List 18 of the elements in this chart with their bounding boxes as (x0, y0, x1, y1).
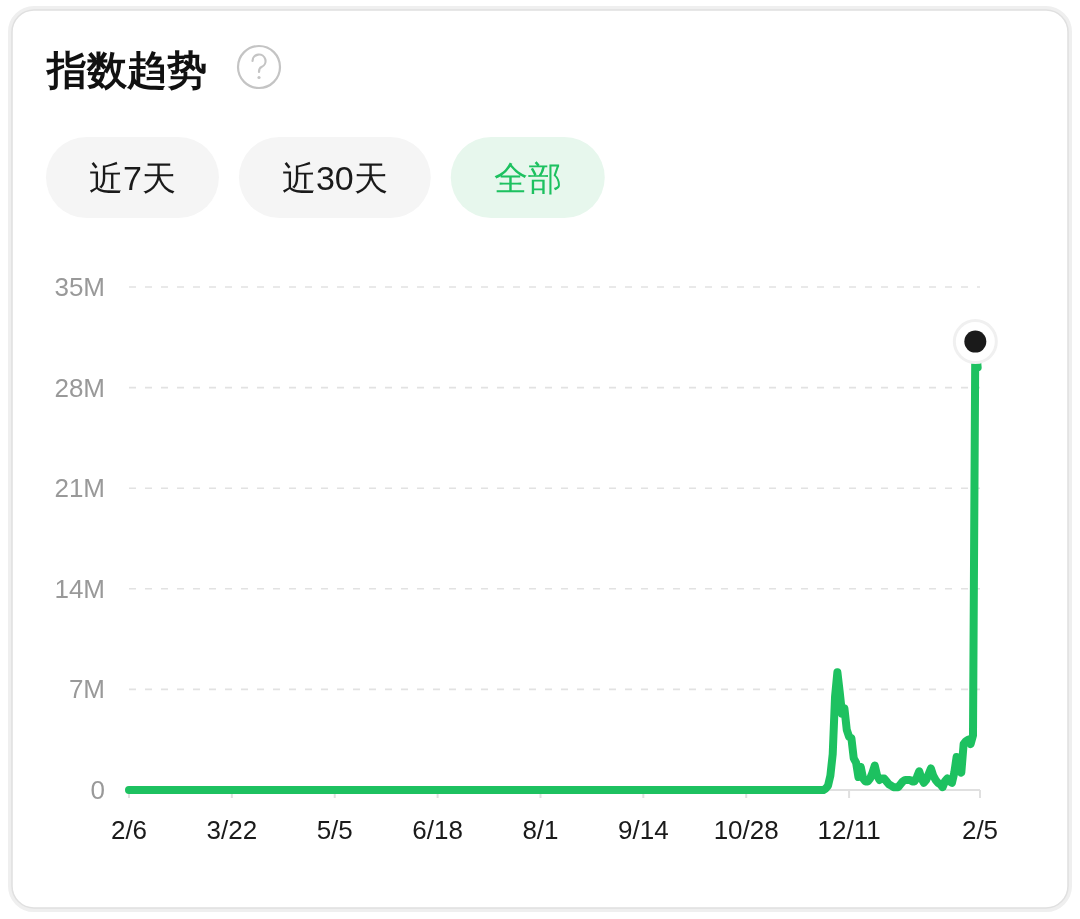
y-tick-label: 35M (54, 272, 105, 302)
button: 近7天 (46, 137, 219, 218)
button: 近30天 (238, 137, 431, 218)
y-tick-label: 0 (90, 775, 105, 805)
x-tick-label: 9/14 (618, 815, 669, 845)
x-tick-label: 10/28 (713, 815, 779, 845)
x-tick-label: 5/5 (316, 815, 353, 845)
title: 指数趋势 (47, 48, 207, 92)
x-tick-label: 8/1 (522, 815, 559, 845)
x-tick-label: 12/11 (817, 815, 881, 845)
y-tick-label: 28M (54, 372, 105, 403)
y-tick-label: 14M (54, 573, 105, 604)
x-tick-label: 3/22 (206, 815, 258, 845)
x-tick-label: 2/6 (110, 815, 148, 845)
y-tick-label: 21M (54, 473, 105, 504)
x-tick-label: 6/18 (412, 815, 463, 845)
y-tick-label: 7M (68, 674, 105, 705)
x-tick-label: 2/5 (961, 815, 999, 845)
